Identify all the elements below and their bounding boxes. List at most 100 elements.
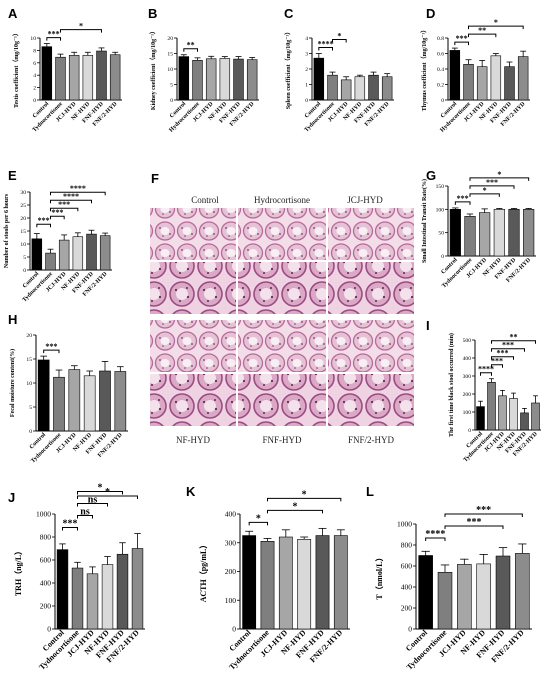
y-tick-label: 100 bbox=[225, 596, 237, 605]
bar bbox=[523, 209, 535, 257]
bar bbox=[101, 564, 114, 630]
y-tick-label: 100 bbox=[436, 207, 445, 213]
significance-label: *** bbox=[491, 357, 503, 366]
significance-bracket bbox=[43, 349, 60, 354]
bar bbox=[278, 536, 293, 630]
significance-bracket bbox=[50, 191, 106, 196]
significance-label: * bbox=[98, 483, 103, 494]
panel-letter: L bbox=[366, 484, 374, 499]
micrograph-jcj-low bbox=[328, 208, 414, 260]
y-tick-label: 15 bbox=[20, 229, 26, 235]
significance-bracket bbox=[469, 193, 500, 197]
histology-label-fnf-hyd: FNF-HYD bbox=[262, 435, 302, 445]
significance-bracket bbox=[50, 207, 79, 212]
y-tick-label: 20 bbox=[167, 36, 173, 42]
bar bbox=[31, 238, 43, 271]
significance-label: *** bbox=[467, 517, 482, 528]
y-tick-label: 15 bbox=[167, 51, 173, 57]
y-tick-label: 10 bbox=[30, 36, 36, 42]
significance-bracket bbox=[183, 48, 198, 52]
bar bbox=[476, 66, 488, 101]
y-tick-label: 200 bbox=[401, 604, 413, 613]
y-tick-label: 800 bbox=[401, 541, 413, 550]
micrograph-fnf-high bbox=[238, 374, 326, 426]
significance-label: **** bbox=[70, 184, 86, 193]
bar bbox=[368, 74, 379, 101]
y-tick-label: 0 bbox=[23, 268, 26, 274]
bar bbox=[508, 209, 520, 257]
significance-label: *** bbox=[63, 519, 78, 530]
y-tick-label: 0 bbox=[29, 429, 32, 435]
bar bbox=[45, 252, 56, 271]
y-tick-label: 300 bbox=[225, 538, 237, 547]
y-tick-label: 5 bbox=[170, 82, 173, 88]
y-tick-label: 0 bbox=[170, 98, 173, 104]
bar bbox=[476, 406, 485, 431]
y-tick-label: 0 bbox=[33, 98, 36, 104]
significance-bracket bbox=[50, 199, 92, 204]
y-tick-label: 0 bbox=[468, 428, 471, 434]
bar bbox=[131, 548, 144, 630]
y-tick-label: 6 bbox=[33, 61, 36, 67]
significance-label: * bbox=[494, 18, 498, 27]
significance-bracket bbox=[77, 491, 123, 495]
significance-label: *** bbox=[51, 208, 63, 217]
y-axis-label: The first time black stool occurred (min… bbox=[448, 333, 455, 437]
bar bbox=[192, 60, 203, 101]
significance-bracket bbox=[60, 29, 102, 33]
micrograph-fnf-low bbox=[238, 320, 326, 372]
significance-bracket bbox=[468, 33, 497, 38]
chart-K: K0100200300400ACTH（pg/mL）ControlTydnocor… bbox=[186, 484, 350, 672]
bar bbox=[99, 370, 111, 432]
significance-bracket bbox=[491, 348, 525, 352]
y-tick-label: 0 bbox=[441, 254, 444, 260]
bar bbox=[205, 58, 217, 101]
y-tick-label: 3 bbox=[305, 51, 308, 57]
bar bbox=[490, 55, 502, 101]
y-tick-label: 600 bbox=[401, 562, 413, 571]
significance-bracket bbox=[480, 372, 492, 376]
y-tick-label: 5 bbox=[23, 255, 26, 261]
significance-bracket bbox=[454, 41, 469, 46]
micrograph-control-high bbox=[150, 262, 236, 314]
bar bbox=[55, 56, 66, 101]
y-tick-label: 2 bbox=[33, 86, 36, 92]
panel-letter: B bbox=[148, 6, 157, 21]
y-tick-label: 25 bbox=[20, 203, 26, 209]
bar bbox=[260, 541, 275, 630]
bar bbox=[233, 58, 244, 101]
bar bbox=[327, 74, 338, 101]
bar bbox=[517, 56, 529, 101]
y-tick-label: 10 bbox=[26, 381, 32, 387]
significance-bracket bbox=[267, 509, 323, 514]
y-axis-label: Thymus coefficient（mg/10g⁻¹） bbox=[420, 27, 428, 111]
y-tick-label: 50 bbox=[438, 231, 444, 237]
bar bbox=[509, 398, 518, 431]
significance-label: ** bbox=[478, 26, 486, 35]
bar bbox=[114, 371, 127, 432]
micrograph-fnf2-low bbox=[328, 320, 414, 372]
significance-label: ** bbox=[187, 41, 195, 50]
y-tick-label: 1000 bbox=[36, 510, 51, 519]
bar bbox=[96, 50, 107, 101]
significance-bracket bbox=[469, 177, 530, 181]
micrograph-fnf2-high bbox=[328, 374, 414, 426]
y-tick-label: 0.8 bbox=[437, 36, 444, 42]
y-tick-label: 800 bbox=[40, 533, 52, 542]
micrograph-hydrocortisone-high bbox=[238, 262, 326, 314]
chart-J: J02004006008001000TRH（ng/L）ControlTydnoc… bbox=[8, 483, 145, 672]
micrograph-nf-low bbox=[150, 320, 236, 372]
bar bbox=[437, 571, 453, 630]
histology-label-jcj-hyd: JCJ-HYD bbox=[347, 195, 383, 205]
y-tick-label: 500 bbox=[463, 338, 472, 344]
y-axis-label: Testis coefficient（mg/10g⁻¹） bbox=[12, 30, 20, 108]
y-tick-label: 100 bbox=[463, 410, 472, 416]
y-axis-label: T（nmol/L） bbox=[374, 553, 384, 599]
bar bbox=[464, 216, 476, 257]
y-axis-label: ACTH（pg/mL） bbox=[198, 541, 208, 603]
panel-letter: K bbox=[186, 484, 196, 499]
significance-label: * bbox=[337, 32, 341, 41]
significance-bracket bbox=[62, 527, 78, 531]
significance-label: * bbox=[79, 22, 83, 31]
